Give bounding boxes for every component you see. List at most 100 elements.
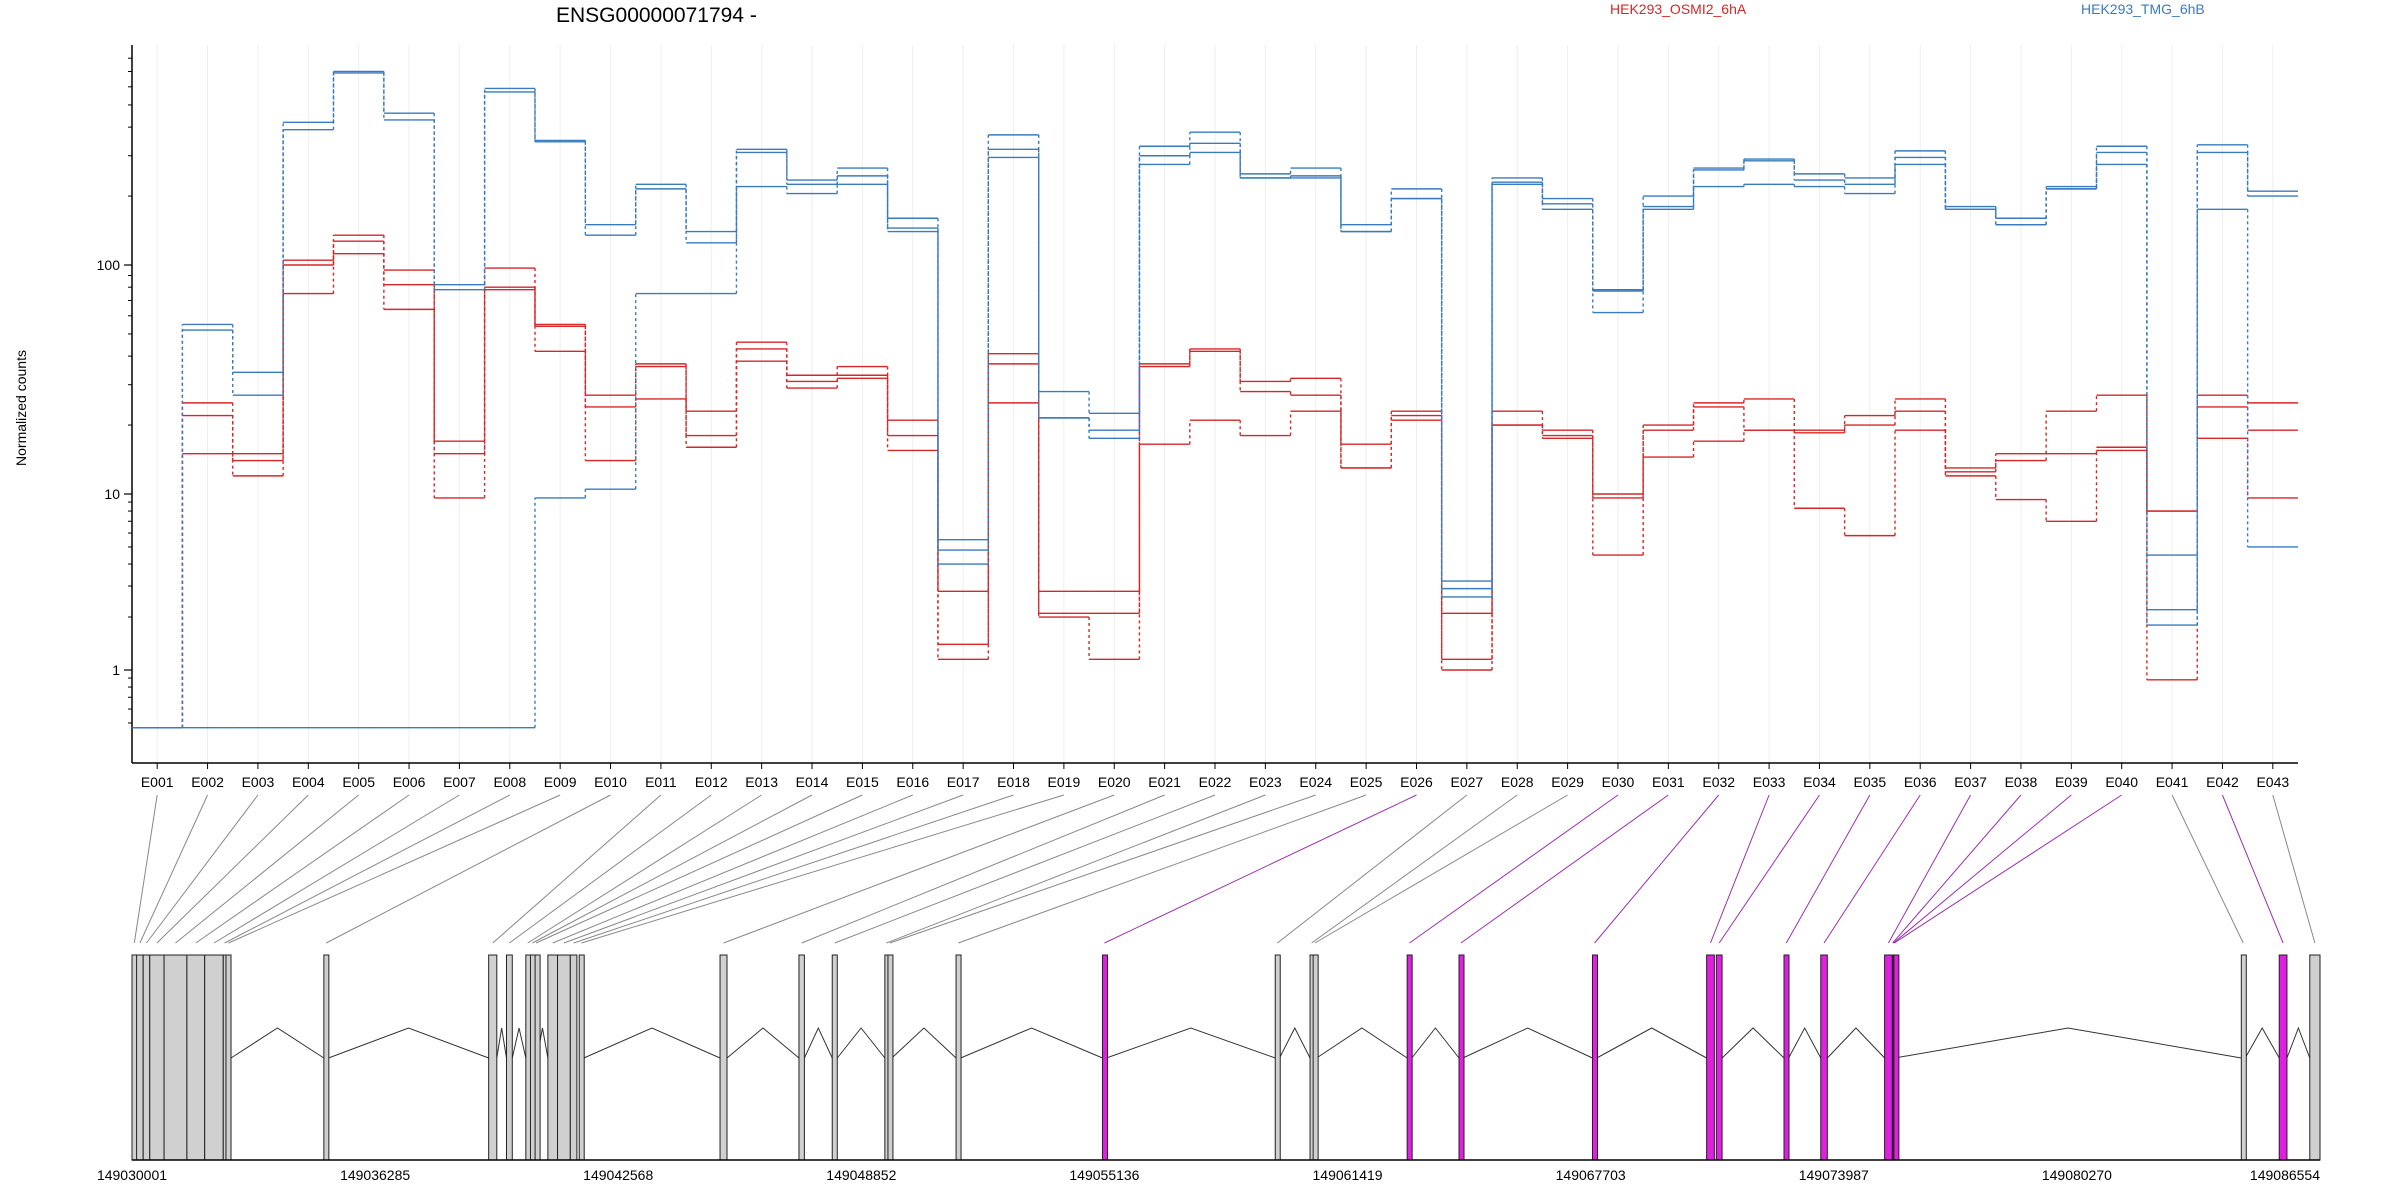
- x-tick-label: E012: [695, 774, 728, 790]
- exon-connector: [532, 794, 813, 944]
- exon-connector: [492, 794, 662, 944]
- x-tick-label: E016: [896, 774, 929, 790]
- intron-line: [583, 1027, 721, 1059]
- exon-box: [1706, 954, 1715, 1161]
- x-tick-label: E015: [846, 774, 879, 790]
- exon-box: [955, 954, 962, 1161]
- coordinate-label: 149048852: [826, 1167, 896, 1183]
- exon-box: [578, 954, 585, 1161]
- x-tick-label: E017: [947, 774, 980, 790]
- exon-box: [831, 954, 838, 1161]
- exon-box: [505, 954, 513, 1161]
- exon-connector: [1104, 794, 1417, 944]
- exon-connector: [834, 794, 1216, 944]
- coordinate-label: 149086554: [2250, 1167, 2320, 1183]
- x-tick-label: E013: [745, 774, 778, 790]
- exon-connector: [1785, 794, 1871, 944]
- exon-connector: [886, 794, 1266, 944]
- exon-connector: [156, 794, 309, 944]
- exon-connector: [1888, 794, 1972, 944]
- x-tick-label: E007: [443, 774, 476, 790]
- exon-connector: [889, 794, 1316, 944]
- exon-box: [488, 954, 498, 1161]
- x-tick-label: E035: [1853, 774, 1886, 790]
- exon-box: [1102, 954, 1109, 1161]
- intron-line: [511, 1027, 527, 1059]
- coordinate-label: 149073987: [1799, 1167, 1869, 1183]
- genomic-coordinate-labels: 149030001 149036285 149042568 149048852 1490…: [97, 1167, 2320, 1183]
- intron-line: [836, 1027, 886, 1059]
- intron-line: [1462, 1027, 1593, 1059]
- x-tick-label: E004: [292, 774, 325, 790]
- intron-line: [1894, 1027, 2242, 1059]
- x-tick-label: E029: [1551, 774, 1584, 790]
- series-5: [132, 151, 2298, 729]
- intron-line: [2286, 1026, 2311, 1059]
- exon-connector-lines: [133, 794, 2316, 944]
- intron-line: [230, 1027, 325, 1059]
- x-tick-label: E008: [493, 774, 526, 790]
- exon-connector: [1314, 794, 1568, 944]
- exon-connector: [1594, 794, 1720, 944]
- x-tick-label: E011: [645, 774, 677, 790]
- exon-box: [2240, 954, 2247, 1161]
- exon-box: [1591, 954, 1598, 1161]
- x-tick-label: E021: [1148, 774, 1181, 790]
- coordinate-label: 149036285: [340, 1167, 410, 1183]
- intron-line: [1721, 1027, 1785, 1059]
- x-tick-label: E010: [594, 774, 627, 790]
- x-tick-label: E019: [1048, 774, 1081, 790]
- exon-box: [1893, 954, 1900, 1161]
- exon-connector: [1311, 794, 1518, 944]
- exon-box: [1884, 954, 1893, 1161]
- x-tick-label: E038: [2005, 774, 2038, 790]
- exon-box: [1274, 954, 1281, 1161]
- x-tick-labels: E001 E002 E003 E004 E005 E006 E007 E008 E009 E010…: [141, 763, 2289, 790]
- exon-box: [798, 954, 805, 1161]
- exon-connector: [723, 794, 1115, 944]
- x-tick-label: E028: [1501, 774, 1534, 790]
- series-lines: [132, 70, 2298, 729]
- x-tick-label: E041: [2156, 774, 2189, 790]
- exon-box: [557, 954, 571, 1161]
- exon-connector: [527, 794, 762, 944]
- intron-line: [2244, 1026, 2280, 1059]
- x-tick-label: E027: [1451, 774, 1484, 790]
- exon-box: [1783, 954, 1790, 1161]
- x-tick-label: E014: [796, 774, 829, 790]
- exon-connector: [573, 794, 1014, 944]
- y-axis-label: Normalized counts: [13, 350, 29, 466]
- x-tick-label: E043: [2256, 774, 2289, 790]
- exon-box: [323, 954, 330, 1161]
- exon-connector: [2221, 794, 2284, 944]
- x-tick-label: E033: [1753, 774, 1786, 790]
- intron-line: [1826, 1027, 1885, 1059]
- exon-connector: [1710, 794, 1770, 944]
- exon-connector: [1409, 794, 1619, 944]
- x-tick-label: E042: [2206, 774, 2239, 790]
- legend-label-osmi2: HEK293_OSMI2_6hA: [1610, 1, 1747, 17]
- exon-box: [1312, 954, 1319, 1161]
- coordinate-label: 149061419: [1313, 1167, 1383, 1183]
- exon-connector: [133, 794, 158, 944]
- exon-box: [887, 954, 894, 1161]
- exon-connector: [801, 794, 1165, 944]
- exon-connector: [563, 794, 964, 944]
- exon-connector: [958, 794, 1367, 944]
- intron-line: [1596, 1027, 1707, 1059]
- exon-connector: [581, 794, 1065, 944]
- exon-box: [1820, 954, 1828, 1161]
- exon-connector: [228, 794, 561, 944]
- intron-line: [1411, 1027, 1460, 1059]
- x-tick-label: E031: [1652, 774, 1685, 790]
- x-tick-label: E039: [2055, 774, 2088, 790]
- exon-box: [142, 954, 151, 1161]
- exon-connector: [175, 794, 359, 944]
- exon-box: [204, 954, 224, 1161]
- x-tick-label: E034: [1803, 774, 1836, 790]
- y-tick-label: 1: [112, 662, 120, 678]
- exon-connector: [213, 794, 460, 944]
- x-tick-label: E003: [242, 774, 275, 790]
- chart-title: ENSG00000071794 -: [556, 4, 757, 27]
- intron-line: [1788, 1026, 1822, 1059]
